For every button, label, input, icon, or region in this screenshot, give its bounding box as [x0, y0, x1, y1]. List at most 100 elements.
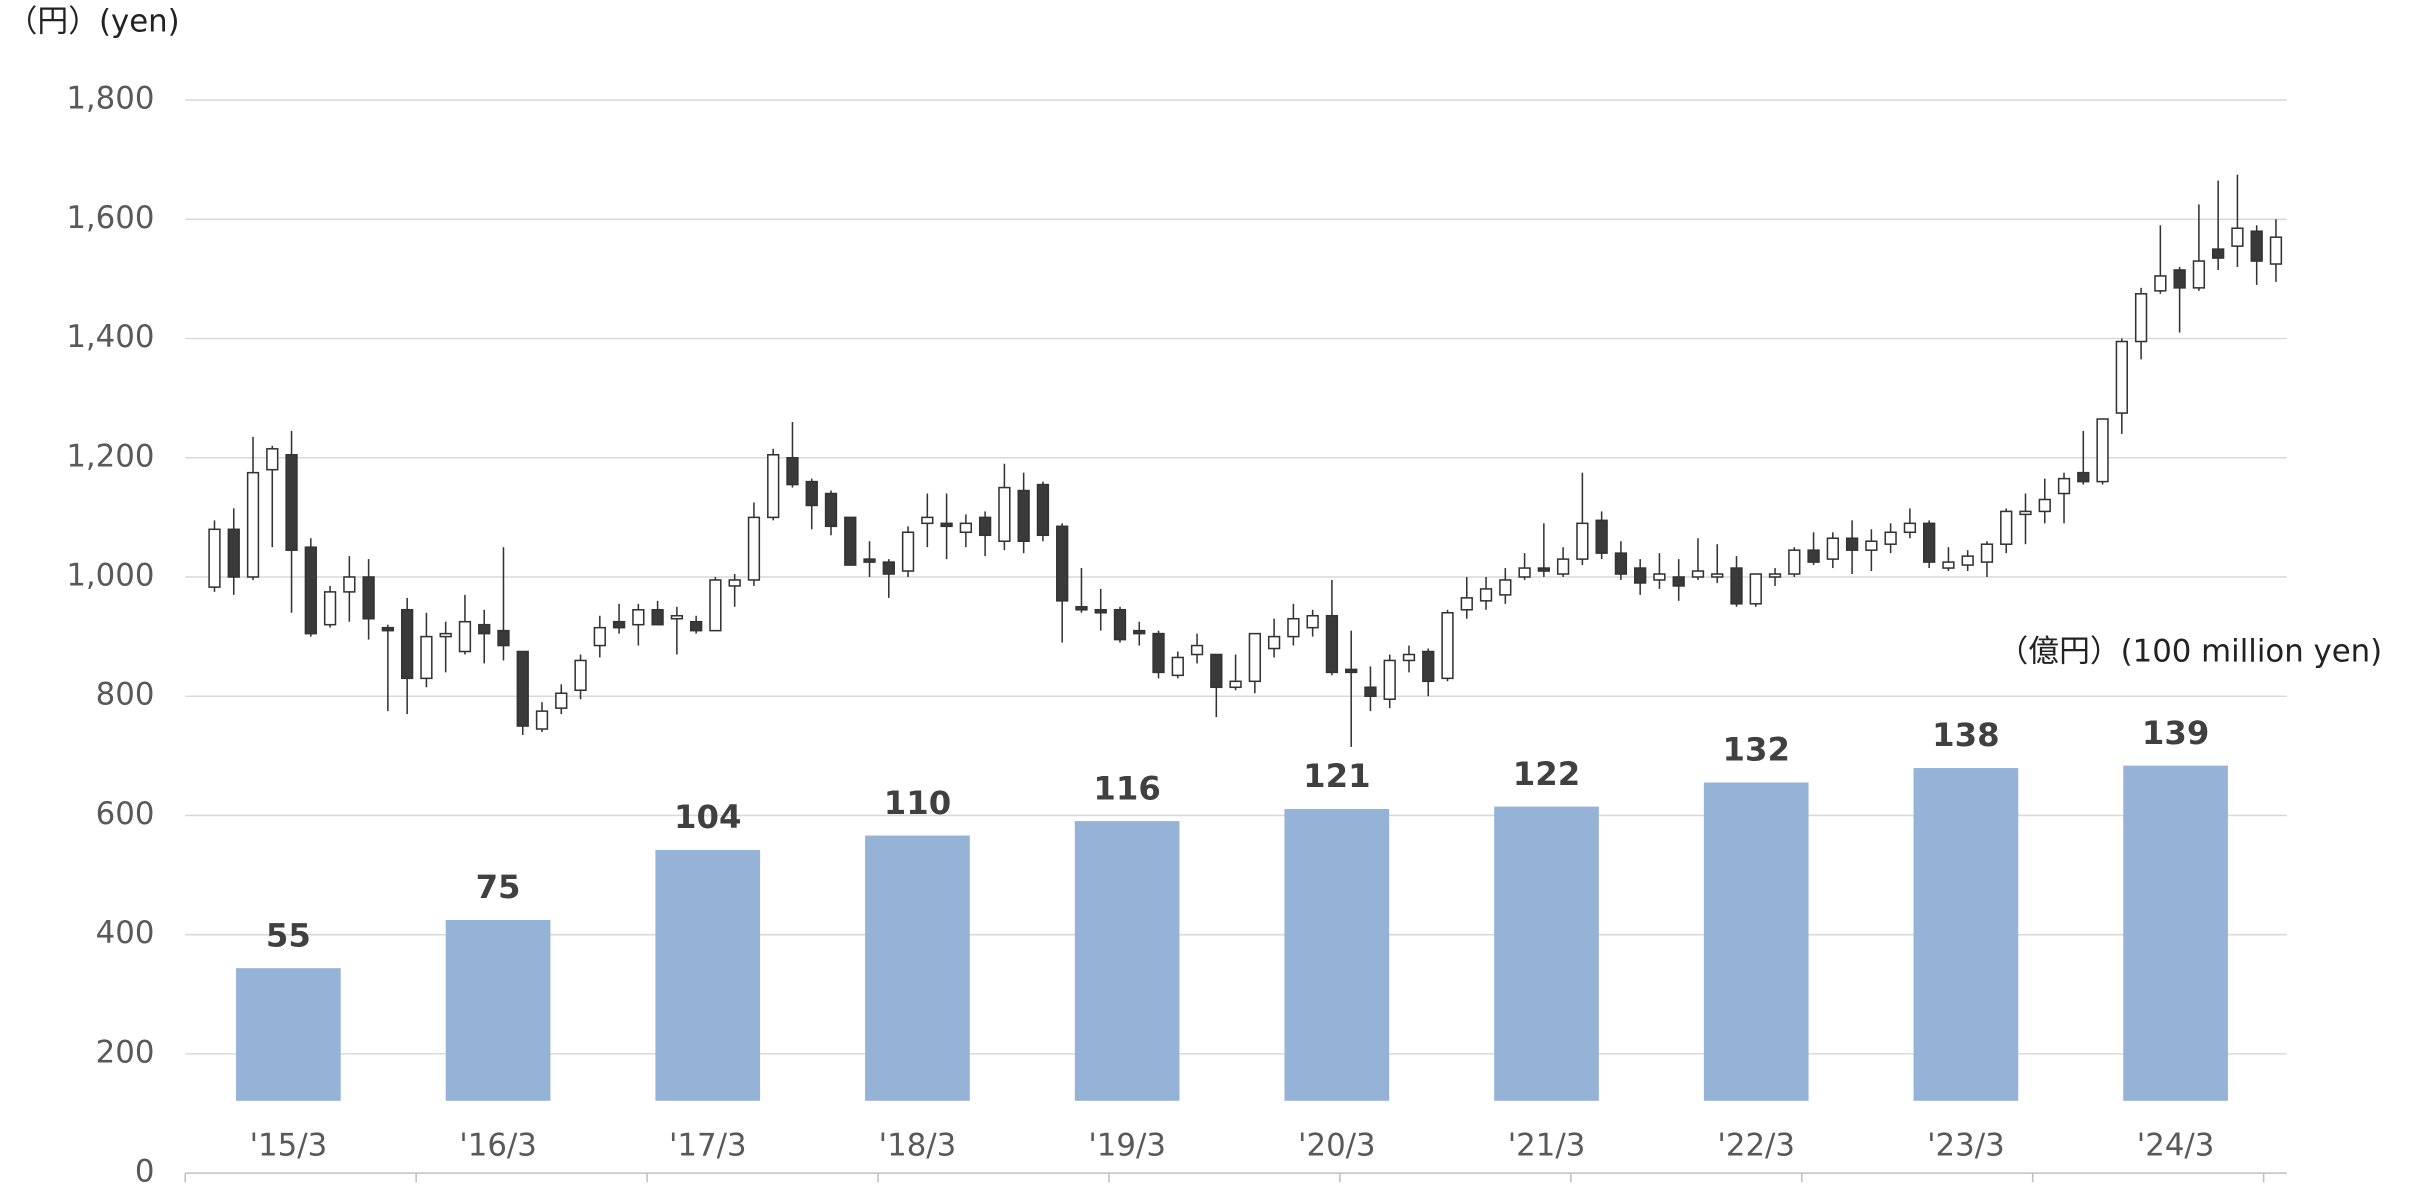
candle-body	[1691, 570, 1705, 578]
candle-body	[439, 632, 452, 638]
candle-body	[2000, 510, 2013, 545]
x-tick-label: '23/3	[1927, 1127, 2005, 1163]
bar	[2123, 765, 2228, 1101]
candle-body	[1980, 543, 1994, 563]
candle-body	[805, 480, 818, 507]
candle-body	[1499, 579, 1512, 596]
candle-body	[1036, 483, 1050, 537]
candle-body	[1094, 609, 1107, 614]
candle-body	[1460, 597, 1473, 611]
candle-body	[516, 650, 529, 727]
candle-body	[285, 454, 298, 551]
x-tick-label: '18/3	[879, 1127, 957, 1163]
candle-body	[1364, 686, 1377, 697]
candle-body	[998, 486, 1011, 542]
candle-body	[1614, 552, 1628, 575]
candle-body	[1768, 573, 1782, 578]
candle-body	[2269, 236, 2283, 265]
candle-body	[304, 546, 317, 635]
y-tick-label: 1,400	[66, 319, 154, 355]
x-tick-label: '17/3	[669, 1127, 747, 1163]
candle-body	[1325, 614, 1339, 674]
bar-value-label: 122	[1513, 755, 1580, 793]
candle-body	[1210, 653, 1223, 689]
candle-body	[1961, 555, 1974, 566]
candle-body	[323, 591, 337, 626]
candle-body	[593, 626, 606, 647]
candle-body	[478, 623, 491, 635]
candle-body	[266, 448, 279, 471]
candle-body	[689, 620, 703, 632]
bar-value-label: 139	[2142, 714, 2209, 752]
bar-value-label: 138	[1932, 716, 1999, 754]
candle-body	[1537, 567, 1551, 572]
bar-value-label: 132	[1722, 731, 1789, 769]
candle-body	[2057, 477, 2071, 495]
x-tick-label: '19/3	[1088, 1127, 1166, 1163]
candle-body	[901, 531, 915, 572]
candle-body	[420, 635, 433, 680]
bar-value-label: 121	[1303, 757, 1370, 795]
y-tick-label: 1,800	[66, 81, 154, 117]
x-tick-label: '16/3	[459, 1127, 537, 1163]
bar-value-label: 110	[884, 784, 951, 822]
candle-body	[1634, 567, 1647, 584]
candle-body	[747, 516, 761, 581]
x-tick-label: '24/3	[2137, 1127, 2215, 1163]
candle-body	[400, 609, 414, 680]
candle-body	[2192, 260, 2206, 289]
candle-body	[1306, 614, 1319, 629]
candle-body	[2211, 248, 2225, 259]
candle-body	[1711, 573, 1724, 578]
candle-body	[1595, 519, 1608, 554]
candle-body	[497, 629, 510, 647]
candle-body	[1556, 558, 1570, 575]
candle-body	[535, 710, 549, 730]
candle-body	[1171, 656, 1184, 677]
candle-body	[1884, 531, 1897, 545]
candle-body	[1923, 522, 1936, 563]
y-tick-label: 600	[96, 796, 155, 832]
y-tick-label: 200	[96, 1034, 155, 1070]
candle-body	[381, 626, 395, 632]
bar	[1913, 768, 2019, 1101]
candle-body	[1788, 549, 1801, 575]
bar-value-label: 55	[266, 916, 311, 954]
candle-body	[612, 620, 626, 629]
candle-body	[670, 614, 684, 620]
candle-body	[1056, 525, 1069, 602]
y-tick-label: 800	[96, 677, 155, 713]
candle-body	[1402, 653, 1416, 662]
bar	[236, 968, 341, 1101]
candle-body	[343, 576, 356, 593]
candle-body	[2134, 293, 2148, 343]
candle-body	[246, 471, 260, 578]
candle-body	[458, 620, 472, 653]
candle-body	[1267, 635, 1281, 650]
candle-body	[1152, 632, 1165, 674]
candle-body	[1865, 540, 1878, 551]
candle-body	[574, 659, 587, 692]
candle-body	[1826, 537, 1839, 560]
candle-body	[1441, 611, 1454, 680]
candle-body	[1113, 609, 1127, 641]
y-axis-label: （円）(yen)	[7, 4, 180, 40]
candle-body	[1903, 522, 1917, 534]
bar	[655, 850, 761, 1101]
candle-body	[844, 516, 857, 566]
candle-body	[2173, 269, 2186, 289]
candle-body	[1576, 522, 1589, 560]
bar-value-label: 116	[1093, 769, 1160, 807]
candle-body	[1807, 549, 1820, 563]
bar-value-label: 104	[674, 798, 741, 836]
candle-body	[767, 454, 780, 519]
candle-body	[208, 528, 221, 588]
candle-body	[709, 579, 722, 632]
x-tick-label: '22/3	[1717, 1127, 1795, 1163]
candle-body	[2019, 510, 2032, 516]
y-tick-label: 1,000	[66, 557, 154, 593]
candle-body	[1479, 588, 1493, 602]
candle-body	[1942, 561, 1955, 569]
candle-body	[555, 692, 568, 709]
